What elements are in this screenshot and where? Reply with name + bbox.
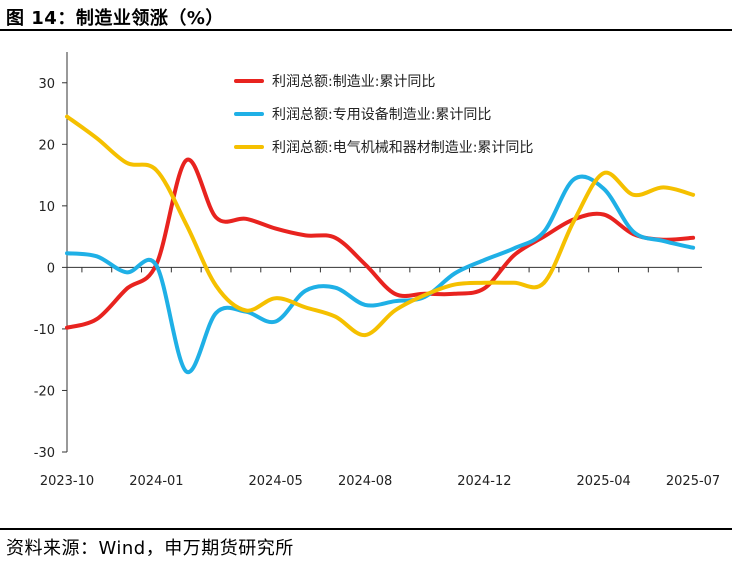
x-tick-label: 2025-04 bbox=[576, 474, 630, 489]
legend-label: 利润总额:制造业:累计同比 bbox=[272, 74, 435, 90]
y-tick-label: 30 bbox=[38, 77, 55, 92]
y-tick-label: 20 bbox=[38, 138, 55, 153]
y-tick-label: 10 bbox=[38, 200, 55, 215]
series-electrical-machinery-line bbox=[65, 114, 696, 338]
title-divider bbox=[0, 29, 732, 31]
x-tick-label: 2023-10 bbox=[40, 474, 94, 489]
x-tick-label: 2025-07 bbox=[666, 474, 720, 489]
x-tick-label: 2024-05 bbox=[249, 474, 303, 489]
x-tick-labels: 2023-10 2024-01 2024-05 2024-08 2024-12 2025-… bbox=[40, 474, 720, 489]
x-tick-label: 2024-08 bbox=[338, 474, 392, 489]
series-manufacturing-line bbox=[65, 157, 696, 330]
y-tick-label: -10 bbox=[34, 323, 55, 338]
legend-label: 利润总额:专用设备制造业:累计同比 bbox=[272, 106, 491, 123]
legend: 利润总额:制造业:累计同比利润总额:专用设备制造业:累计同比利润总额:电气机械和… bbox=[234, 74, 533, 156]
source-divider bbox=[0, 528, 732, 530]
y-tick-label: -20 bbox=[34, 384, 55, 399]
chart-title: 图 14：制造业领涨（%） bbox=[6, 8, 224, 29]
x-tick-label: 2024-12 bbox=[457, 474, 511, 489]
x-tick-label: 2024-01 bbox=[129, 474, 183, 489]
series-special-equipment-line bbox=[65, 174, 696, 374]
legend-label: 利润总额:电气机械和器材制造业:累计同比 bbox=[272, 140, 533, 156]
y-tick-label: 0 bbox=[47, 261, 55, 276]
y-tick-labels: -30 -20 -10 0 10 20 30 bbox=[34, 77, 55, 461]
y-tick-label: -30 bbox=[34, 446, 55, 461]
source-note: 资料来源：Wind，申万期货研究所 bbox=[6, 538, 294, 559]
series-lines bbox=[65, 114, 696, 374]
